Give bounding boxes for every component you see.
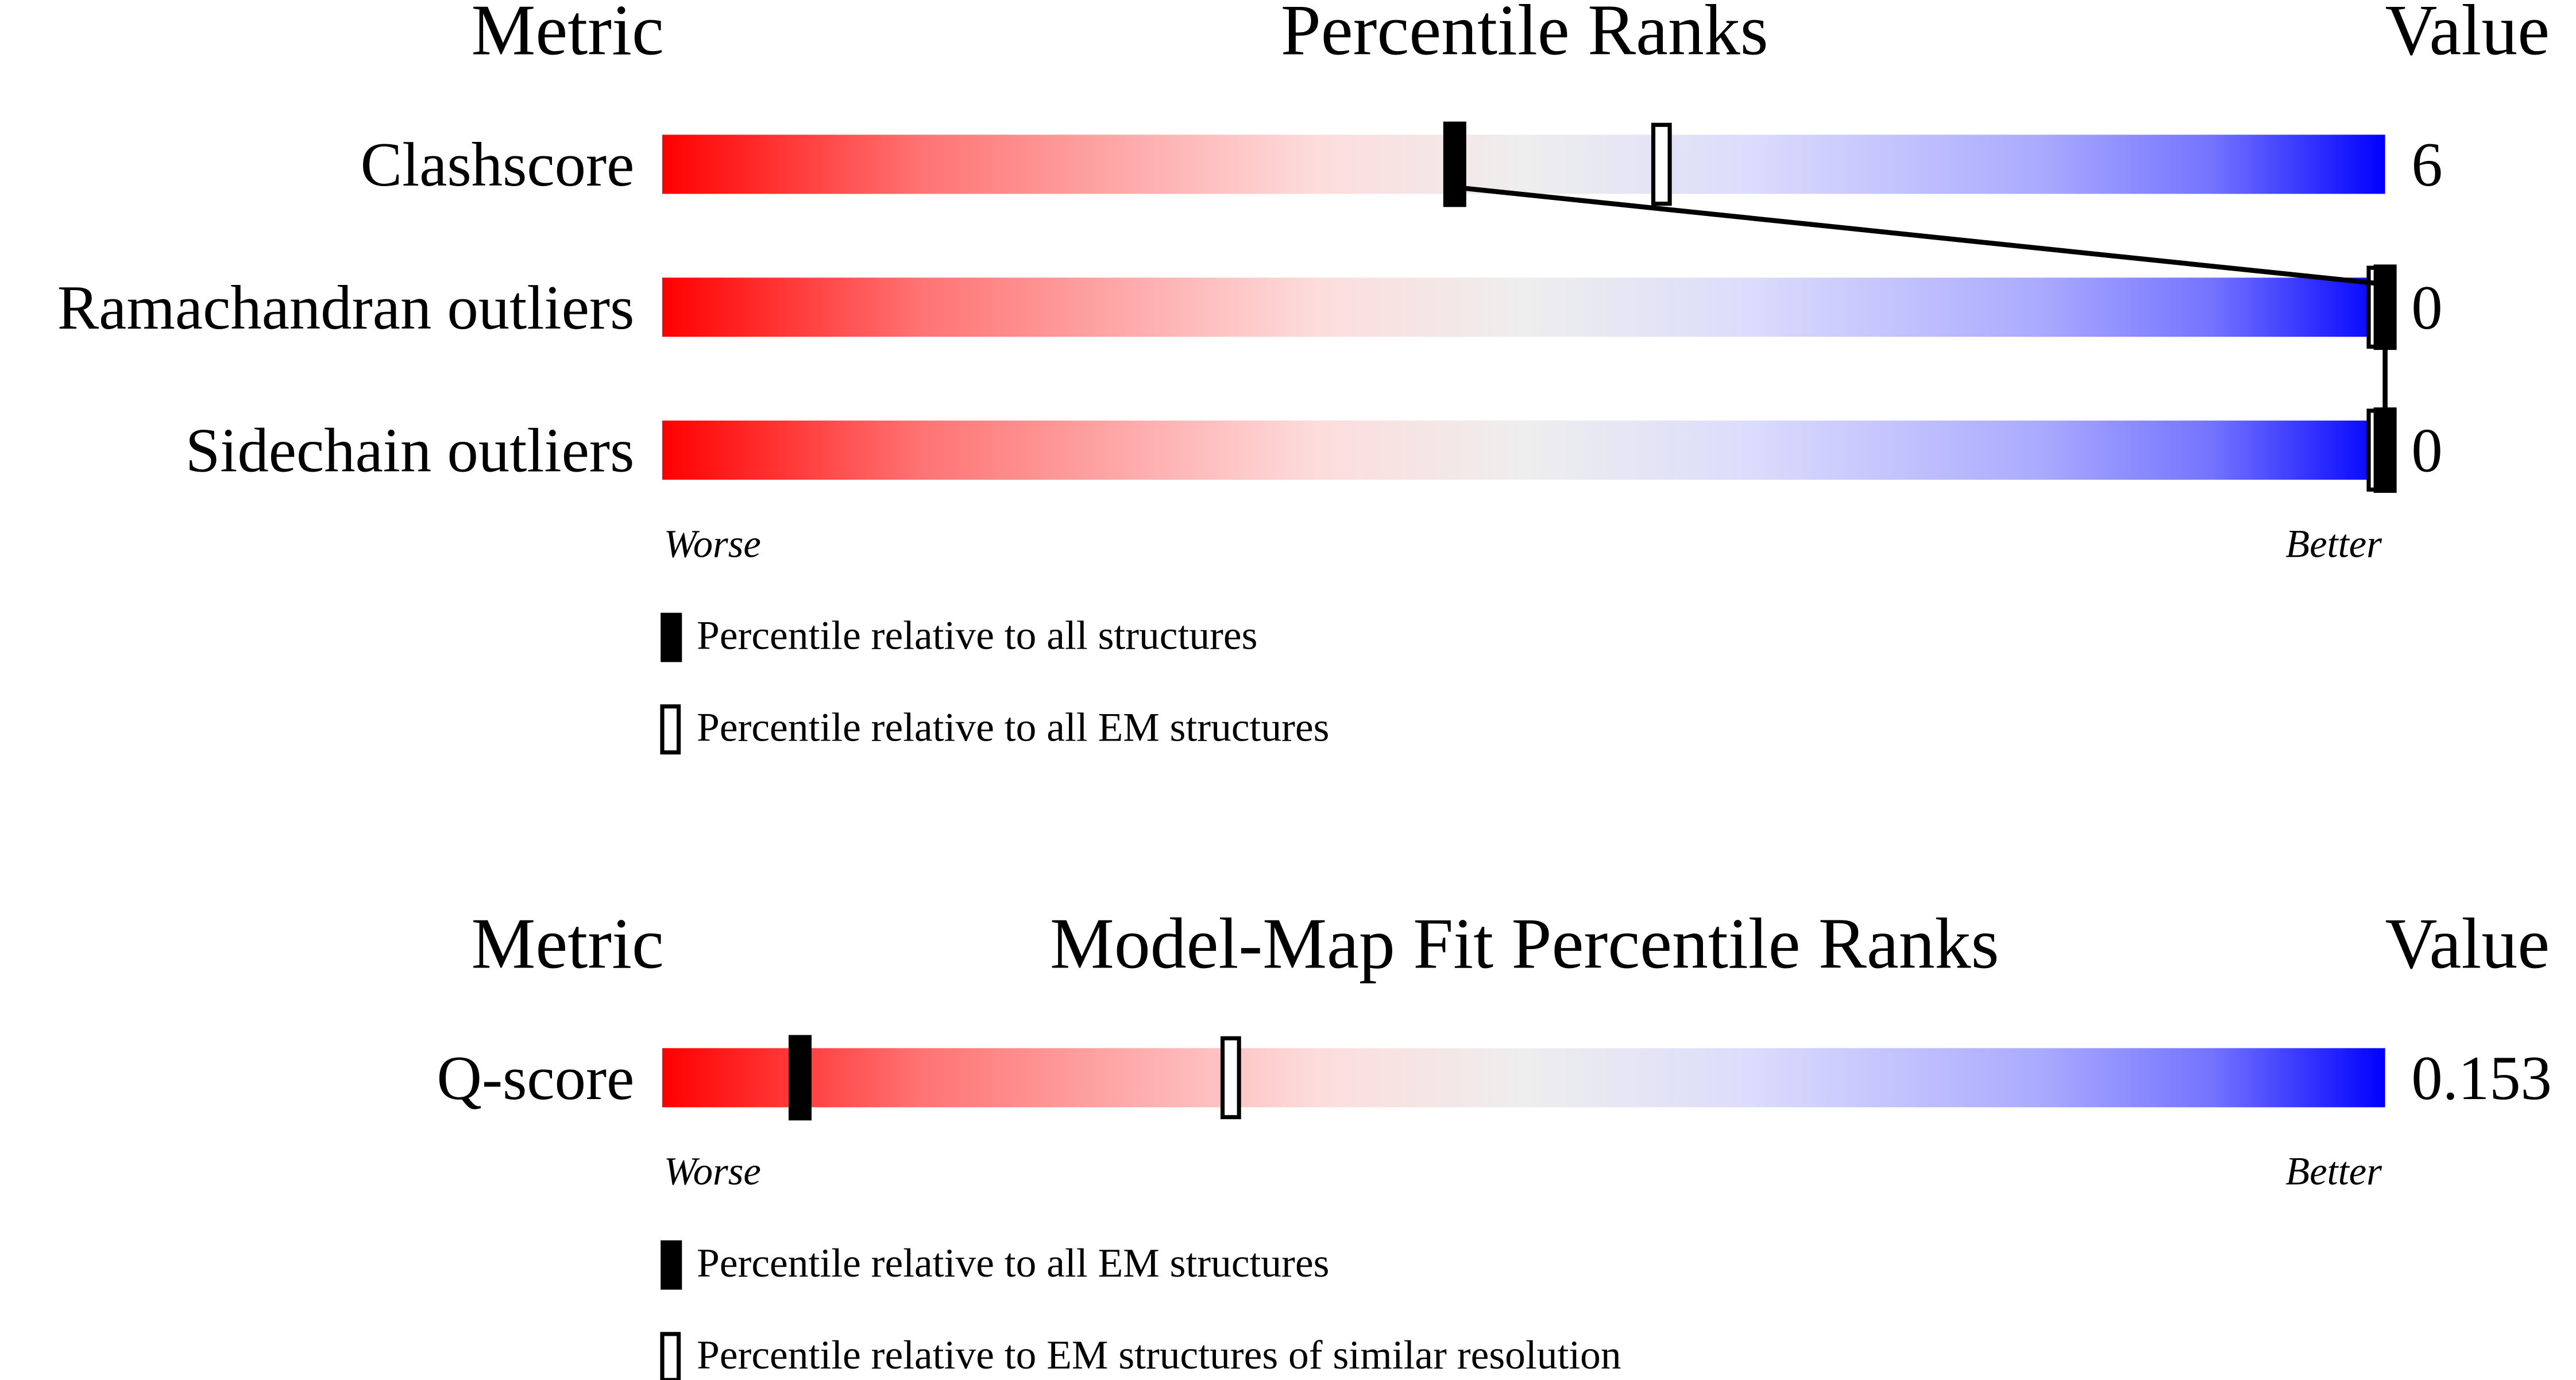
legend-marker-filled <box>661 1240 682 1290</box>
value-header: Value <box>2385 0 2550 70</box>
percentile-bar <box>662 1048 2385 1108</box>
marker-open <box>1221 1036 1241 1120</box>
marker-open <box>1651 122 1672 206</box>
metric-label: Q-score <box>437 1043 635 1113</box>
chart-panel-2: Metric Model-Map Fit Percentile Ranks Valu… <box>437 904 2552 1380</box>
metric-label: Clashscore <box>361 130 635 199</box>
metric-label: Sidechain outliers <box>186 416 635 485</box>
chart-panel-1: Metric Percentile Ranks Value Clashscore 6 Ra… <box>57 0 2550 755</box>
value-header: Value <box>2385 904 2550 984</box>
percentile-bar <box>662 277 2385 337</box>
marker-filled <box>1443 121 1466 207</box>
legend-label: Percentile relative to all EM structures <box>697 705 1329 750</box>
chart-title: Percentile Ranks <box>1281 0 1768 70</box>
metric-header: Metric <box>472 0 664 70</box>
metric-value: 0 <box>2411 416 2442 485</box>
legend-label: Percentile relative to all EM structures <box>697 1240 1329 1286</box>
metric-value: 0 <box>2411 273 2442 342</box>
percentile-bar <box>662 421 2385 480</box>
legend-label: Percentile relative to all structures <box>697 613 1257 658</box>
worse-label: Worse <box>664 522 761 565</box>
better-label: Better <box>2285 522 2382 565</box>
worse-label: Worse <box>664 1150 761 1193</box>
marker-connector <box>1454 184 2388 427</box>
metric-header: Metric <box>472 904 664 984</box>
legend-marker-open <box>660 704 681 755</box>
legend-label: Percentile relative to EM structures of … <box>697 1332 1621 1378</box>
chart-title: Model-Map Fit Percentile Ranks <box>1050 904 1999 984</box>
legend-marker-filled <box>661 612 682 662</box>
percentile-bar <box>662 134 2385 194</box>
legend-marker-open <box>660 1332 681 1380</box>
metric-label: Ramachandran outliers <box>57 273 635 342</box>
metric-value: 0.153 <box>2411 1043 2551 1113</box>
marker-filled <box>788 1035 812 1121</box>
better-label: Better <box>2285 1150 2382 1193</box>
metric-value: 6 <box>2411 130 2442 199</box>
